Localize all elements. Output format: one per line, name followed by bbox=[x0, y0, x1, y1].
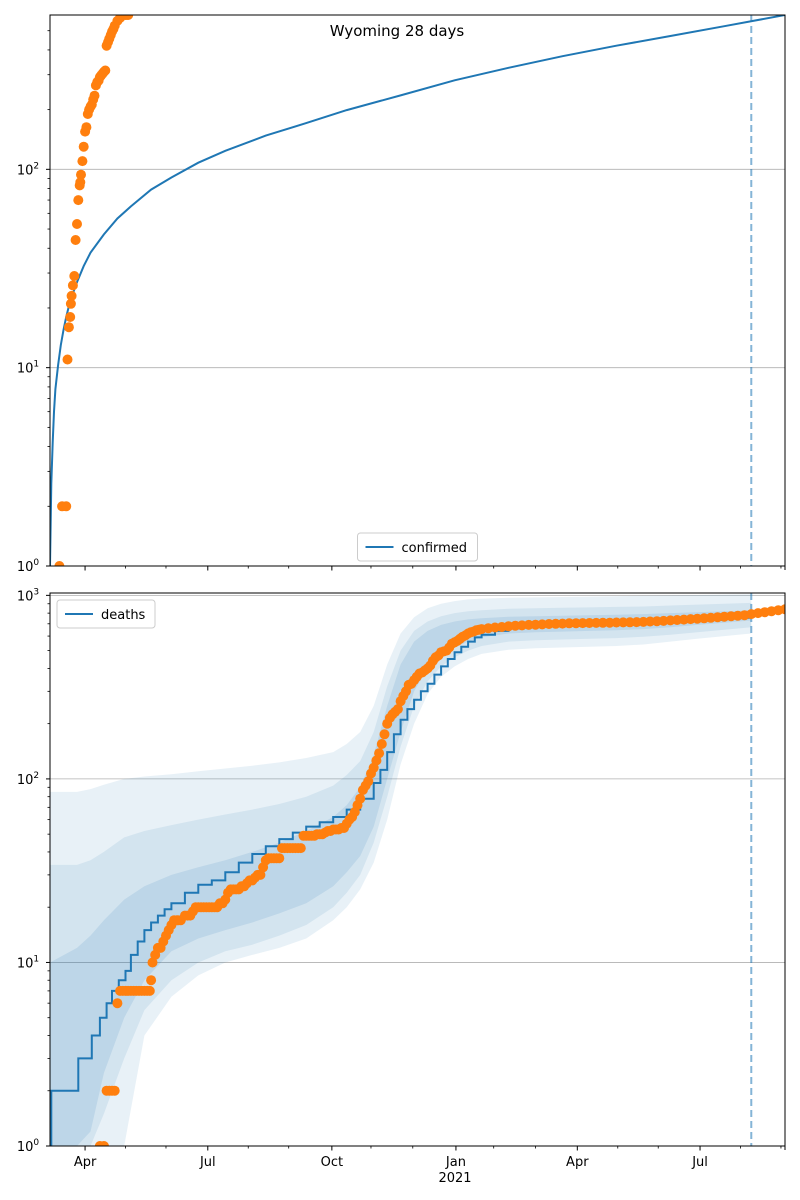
y-tick-base: 10 bbox=[17, 560, 34, 575]
observed-point bbox=[274, 853, 285, 864]
inner-confidence-band bbox=[50, 610, 752, 1146]
observed-point bbox=[61, 501, 72, 512]
observed-point bbox=[100, 65, 111, 76]
x-tick-label: Jan bbox=[445, 1155, 466, 1170]
observed-point bbox=[81, 122, 92, 133]
y-tick-base: 10 bbox=[17, 1140, 34, 1155]
observed-point bbox=[144, 985, 155, 996]
y-tick-base: 10 bbox=[17, 589, 34, 604]
chart-title: Wyoming 28 days bbox=[330, 22, 465, 40]
observed-point bbox=[374, 748, 385, 759]
plot-area bbox=[50, 15, 785, 566]
observed-point bbox=[66, 290, 77, 301]
legend-box bbox=[56, 599, 156, 629]
y-tick-label: 101 bbox=[17, 360, 39, 377]
observed-points bbox=[94, 604, 785, 1146]
observed-point bbox=[65, 298, 76, 309]
x-axis: Apr Jul Oct Jan Apr Jul bbox=[74, 1146, 786, 1170]
observed-point bbox=[54, 561, 65, 566]
observed-point bbox=[112, 998, 123, 1009]
y-tick-label: 102 bbox=[17, 161, 39, 178]
y-tick-base: 10 bbox=[17, 773, 34, 788]
observed-point bbox=[146, 975, 157, 986]
axes-frame bbox=[49, 592, 786, 1147]
observed-point bbox=[147, 957, 158, 968]
y-tick-base: 10 bbox=[17, 362, 34, 377]
axes-frame bbox=[49, 14, 786, 567]
x-tick-label: Jul bbox=[691, 1155, 708, 1170]
legend: deaths bbox=[56, 599, 156, 629]
observed-point bbox=[392, 704, 403, 715]
y-tick-label: 102 bbox=[17, 771, 39, 788]
observed-point bbox=[109, 1085, 120, 1096]
x-axis bbox=[84, 566, 786, 571]
legend-label: deaths bbox=[101, 608, 146, 623]
observed-point bbox=[72, 219, 82, 229]
observed-point bbox=[62, 354, 73, 365]
x-axis-year-label: 2021 bbox=[438, 1171, 471, 1186]
x-tick-label: Oct bbox=[321, 1155, 343, 1170]
x-tick-label: Apr bbox=[74, 1155, 97, 1170]
x-tick-label: Jul bbox=[199, 1155, 216, 1170]
observed-point bbox=[65, 312, 76, 322]
observed-point bbox=[89, 90, 100, 101]
legend: confirmed bbox=[357, 532, 478, 562]
y-tick-label: 100 bbox=[17, 1138, 40, 1155]
y-tick-exponent: 2 bbox=[33, 771, 39, 781]
x-tick-label: Apr bbox=[566, 1155, 589, 1170]
observed-point bbox=[67, 280, 78, 291]
observed-point bbox=[75, 177, 86, 188]
y-tick-exponent: 1 bbox=[33, 954, 39, 964]
observed-point bbox=[255, 869, 266, 880]
observed-point bbox=[77, 156, 88, 167]
observed-point bbox=[355, 793, 366, 804]
observed-point bbox=[70, 235, 81, 245]
legend-box bbox=[357, 532, 478, 562]
y-tick-label: 103 bbox=[17, 587, 39, 604]
observed-point bbox=[78, 141, 89, 152]
observed-point bbox=[73, 195, 84, 206]
observed-point bbox=[780, 604, 785, 615]
y-tick-base: 10 bbox=[17, 163, 34, 178]
observed-points bbox=[54, 15, 134, 566]
confirmed-line bbox=[50, 15, 785, 566]
observed-point bbox=[376, 739, 387, 749]
observed-point bbox=[295, 843, 306, 854]
y-tick-exponent: 2 bbox=[33, 161, 39, 171]
y-tick-label: 101 bbox=[17, 954, 39, 971]
observed-point bbox=[76, 169, 86, 180]
observed-point bbox=[69, 271, 80, 281]
y-tick-exponent: 0 bbox=[33, 1138, 39, 1148]
y-tick-exponent: 3 bbox=[33, 587, 39, 597]
observed-point bbox=[98, 1141, 109, 1146]
plot-area bbox=[50, 593, 785, 1146]
observed-point bbox=[63, 322, 74, 333]
y-tick-exponent: 0 bbox=[33, 558, 39, 568]
y-tick-base: 10 bbox=[17, 956, 34, 971]
legend-label: confirmed bbox=[402, 541, 468, 556]
observed-point bbox=[363, 776, 374, 787]
y-tick-label: 100 bbox=[17, 558, 40, 575]
observed-point bbox=[123, 15, 134, 20]
observed-point bbox=[379, 729, 390, 740]
y-tick-exponent: 1 bbox=[33, 360, 39, 370]
